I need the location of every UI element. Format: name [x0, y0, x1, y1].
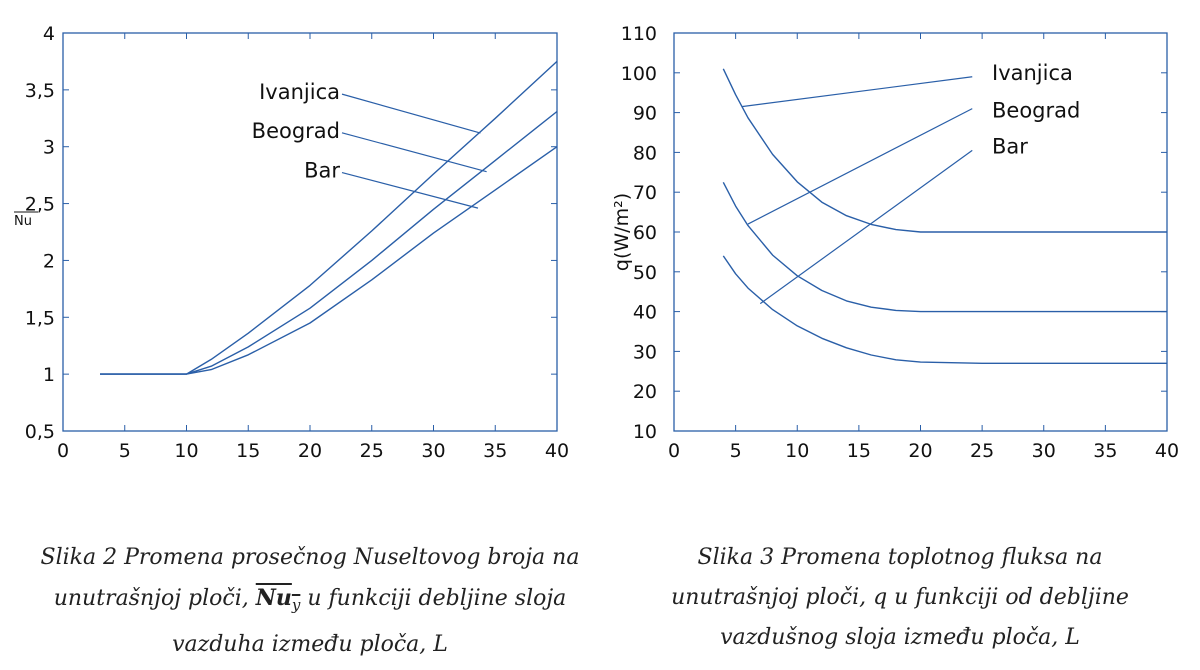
flux-x-tick-label: 30 — [1032, 440, 1056, 462]
nu-symbol-text: Nu — [255, 585, 292, 611]
flux-annotation-beograd: Beograd — [992, 99, 1080, 123]
nusselt-series-bar — [100, 146, 558, 375]
flux-x-tick-label: 15 — [847, 440, 871, 462]
nusselt-x-tick-label: 35 — [483, 440, 507, 462]
nusselt-y-tick-label: 2 — [43, 250, 55, 272]
flux-series-ivanjica — [722, 68, 1167, 233]
flux-y-tick-label: 10 — [633, 421, 657, 443]
nusselt-y-tick-label: 2,5 — [25, 194, 55, 216]
flux-y-tick-label: 20 — [633, 381, 657, 403]
left-caption-line-3: vazduha između ploča, L — [172, 632, 448, 657]
nusselt-x-tick-label: 15 — [236, 440, 260, 462]
nusselt-x-tick-label: 40 — [545, 440, 569, 462]
left-caption-line-2-pre: unutrašnjoj ploči, — [53, 586, 249, 611]
nusselt-x-tick-label: 30 — [421, 440, 445, 462]
left-caption-line-2-post: u funkciji debljine sloja — [307, 586, 567, 611]
flux-y-tick-label: 60 — [633, 222, 657, 244]
nu-symbol-subscript: y — [291, 596, 301, 614]
nusselt-x-tick-label: 0 — [57, 440, 69, 462]
nusselt-y-tick-label: 0,5 — [25, 421, 55, 443]
flux-annotation-ivanjica: Ivanjica — [992, 61, 1073, 85]
nusselt-y-tick-label: 1,5 — [25, 307, 55, 329]
nusselt-leader-beograd — [341, 132, 487, 173]
nusselt-y-tick-label: 4 — [43, 23, 55, 45]
flux-x-tick-label: 10 — [785, 440, 809, 462]
left-caption-line-1: Slika 2 Promena prosečnog Nuseltovog bro… — [40, 545, 580, 570]
nusselt-series-beograd — [100, 110, 558, 375]
flux-y-tick-label: 50 — [633, 262, 657, 284]
flux-y-tick-label: 70 — [633, 182, 657, 204]
flux-y-tick-label: 110 — [621, 23, 657, 45]
nusselt-x-tick-label: 25 — [360, 440, 384, 462]
nu-symbol: Nuy — [255, 585, 301, 614]
nusselt-leader-bar — [341, 172, 479, 209]
flux-y-axis-label: q(W/m²) — [611, 193, 633, 271]
flux-y-tick-label: 100 — [621, 63, 657, 85]
flux-y-tick-label: 40 — [633, 302, 657, 324]
nusselt-y-axis-label: Nu — [14, 214, 32, 229]
flux-annotation-bar: Bar — [992, 134, 1028, 158]
right-caption-line-1: Slika 3 Promena toplotnog fluksa na — [697, 545, 1103, 570]
flux-y-tick-label: 90 — [633, 103, 657, 125]
nusselt-chart: 0 5 10 15 20 25 30 35 40 0,5 1 1,5 2 2,5 3 3,5 4 Ivanji… — [14, 23, 569, 462]
flux-x-tick-label: 25 — [970, 440, 994, 462]
nusselt-leader-ivanjica — [341, 93, 481, 134]
left-caption-line-2: unutrašnjoj ploči, Nuy u funkciji deblji… — [20, 578, 600, 625]
right-caption-line-2: unutrašnjoj ploči, q u funkciji od deblj… — [671, 585, 1129, 610]
nusselt-y-tick-label: 3 — [43, 137, 55, 159]
nusselt-x-tick-label: 20 — [298, 440, 322, 462]
flux-leader-ivanjica — [741, 76, 973, 108]
flux-y-tick-label: 30 — [633, 341, 657, 363]
right-figure-caption: Slika 3 Promena toplotnog fluksa na unut… — [620, 538, 1180, 658]
flux-y-tick-label: 80 — [633, 142, 657, 164]
nusselt-annotation-beograd: Beograd — [252, 119, 340, 143]
flux-series-beograd — [722, 181, 1167, 313]
nusselt-x-tick-label: 5 — [119, 440, 131, 462]
nusselt-annotation-bar: Bar — [304, 159, 340, 183]
flux-x-tick-label: 35 — [1093, 440, 1117, 462]
flux-leader-bar — [759, 149, 973, 305]
flux-x-tick-label: 20 — [908, 440, 932, 462]
flux-leader-beograd — [747, 108, 973, 225]
flux-x-tick-label: 0 — [668, 440, 680, 462]
right-caption-line-3: vazdušnog sloja između ploča, L — [720, 625, 1080, 650]
left-figure-caption: Slika 2 Promena prosečnog Nuseltovog bro… — [20, 538, 600, 665]
heat-flux-chart: 0 5 10 15 20 25 30 35 40 10 20 30 40 50 60 70 80 90 100 11… — [611, 23, 1179, 462]
nusselt-x-tick-label: 10 — [174, 440, 198, 462]
nusselt-series-ivanjica — [100, 60, 558, 375]
flux-x-tick-label: 5 — [730, 440, 742, 462]
flux-series-bar — [722, 255, 1167, 364]
nusselt-y-tick-label: 1 — [43, 364, 55, 386]
flux-x-tick-label: 40 — [1155, 440, 1179, 462]
nusselt-y-tick-label: 3,5 — [25, 80, 55, 102]
nusselt-annotation-ivanjica: Ivanjica — [259, 80, 340, 104]
